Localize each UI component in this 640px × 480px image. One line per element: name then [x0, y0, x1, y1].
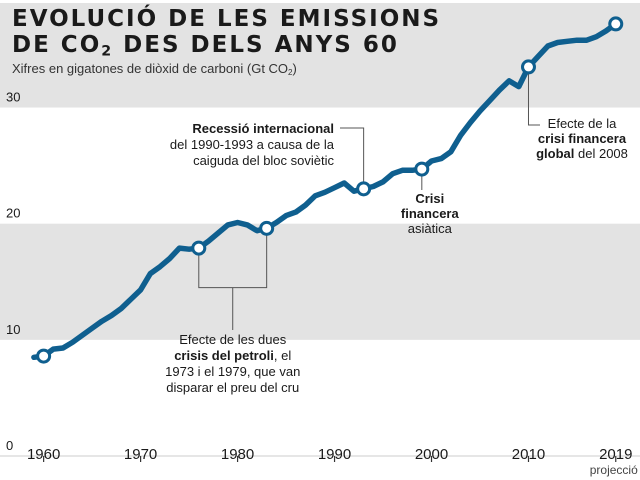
x-tick-label-2019: 2019 — [599, 446, 632, 463]
highlight-point-2010 — [520, 59, 536, 75]
x-tick-label-1980: 1980 — [221, 446, 254, 463]
highlight-point-2019 — [608, 16, 624, 32]
leader-global — [527, 72, 540, 126]
leader-recession — [340, 127, 365, 183]
x-tick-note: projecció — [590, 463, 638, 477]
x-tick-label-2000: 2000 — [415, 446, 448, 463]
grid-band-1 — [0, 3, 640, 108]
annotation-recession-line-1: del 1990-1993 a causa de la — [170, 137, 335, 152]
annotation-asian-line-1: asiàtica — [408, 221, 453, 236]
annotation-asian-title-1: Crisi — [415, 191, 444, 206]
x-tick-label-1990: 1990 — [318, 446, 351, 463]
annotation-oil-title-line: crisis del petroli, el — [174, 348, 291, 363]
annotation-global-bold-word: global — [536, 146, 574, 161]
chart-title-line2-pre: DE CO — [12, 32, 102, 58]
chart-subtitle-pre: Xifres en gigatones de diòxid de carboni… — [12, 61, 289, 76]
chart-title-line2-post: DES DELS ANYS 60 — [113, 32, 399, 58]
x-tick-label-2010: 2010 — [512, 446, 545, 463]
annotation-asian-title-2: financera — [401, 206, 460, 221]
highlight-point-1983 — [259, 220, 275, 236]
chart-subtitle-subscript: 2 — [288, 68, 293, 77]
chart-title-line1: EVOLUCIÓ DE LES EMISSIONS — [12, 6, 442, 32]
y-tick-label-20: 20 — [6, 206, 20, 221]
chart-subtitle: Xifres en gigatones de diòxid de carboni… — [12, 61, 297, 77]
annotation-global-rest: del 2008 — [574, 146, 628, 161]
highlight-point-1999 — [414, 161, 430, 177]
highlight-point-1993 — [356, 181, 372, 197]
annotation-recession-title: Recessió internacional — [192, 121, 334, 136]
annotation-oil-bold: crisis del petroli — [174, 348, 274, 363]
emissions-series-line — [31, 21, 619, 361]
annotation-global-last-line: global del 2008 — [536, 146, 628, 161]
x-tick-label-1960: 1960 — [27, 446, 60, 463]
chart-title-subscript: 2 — [101, 43, 114, 60]
annotation-global-line-1: Efecte de la — [548, 116, 617, 131]
highlight-point-1976 — [191, 240, 207, 256]
annotation-oil-line-3: disparar el preu del cru — [166, 380, 299, 395]
y-tick-label-10: 10 — [6, 322, 20, 337]
y-tick-label-0: 0 — [6, 438, 13, 453]
annotation-oil-line-2: 1973 i el 1979, que van — [165, 364, 300, 379]
annotation-oil-bold-after: , el — [274, 348, 291, 363]
chart-subtitle-post: ) — [292, 61, 297, 76]
x-tick-label-1970: 1970 — [124, 446, 157, 463]
annotation-oil-line-1: Efecte de les dues — [179, 332, 286, 347]
annotation-recession-line-2: caiguda del bloc soviètic — [193, 153, 334, 168]
y-tick-label-30: 30 — [6, 90, 20, 105]
highlight-point-1960 — [36, 348, 52, 364]
annotation-global-title: crisi financera — [538, 131, 627, 146]
chart-title-line2: DE CO2 DES DELS ANYS 60 — [12, 32, 399, 65]
